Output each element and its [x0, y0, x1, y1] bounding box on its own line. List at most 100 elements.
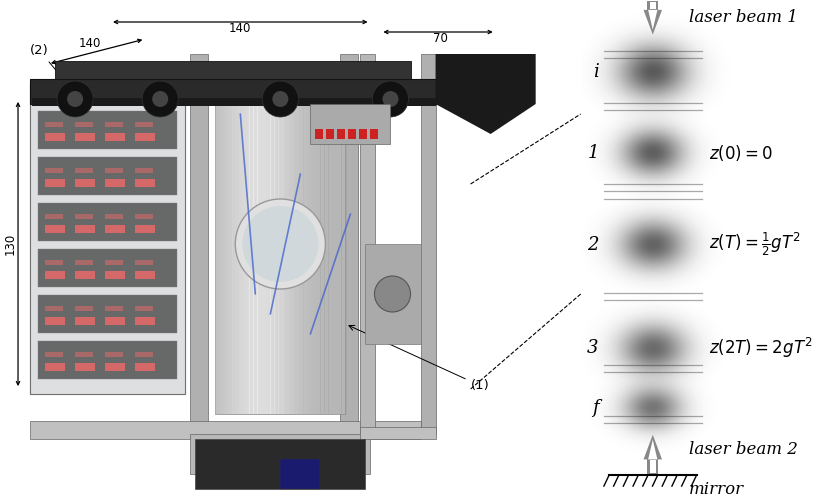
Polygon shape — [648, 10, 657, 30]
Bar — [308, 104, 309, 414]
Bar — [38, 111, 177, 149]
Bar — [229, 104, 230, 414]
Bar — [218, 104, 220, 414]
Bar — [273, 104, 275, 414]
Bar — [314, 104, 315, 414]
Bar — [345, 104, 347, 414]
Bar — [338, 129, 345, 139]
Bar — [648, 459, 658, 474]
Bar — [303, 104, 305, 414]
Bar — [298, 104, 300, 414]
Bar — [38, 295, 177, 333]
Bar — [243, 104, 245, 414]
Bar — [244, 104, 246, 414]
Bar — [255, 104, 256, 414]
Bar — [75, 306, 93, 311]
Text: i: i — [593, 63, 598, 81]
Bar — [234, 104, 235, 414]
Bar — [241, 104, 243, 414]
Bar — [30, 421, 421, 439]
Bar — [266, 104, 268, 414]
Bar — [231, 104, 233, 414]
Bar — [227, 104, 229, 414]
Bar — [277, 104, 278, 414]
Circle shape — [235, 199, 325, 289]
Bar — [38, 203, 177, 241]
Bar — [280, 104, 282, 414]
Bar — [252, 104, 254, 414]
Bar — [45, 225, 65, 233]
Bar — [329, 104, 331, 414]
Bar — [135, 317, 155, 325]
Text: f: f — [592, 399, 598, 416]
Bar — [370, 129, 379, 139]
Bar — [282, 104, 284, 414]
Bar — [256, 104, 257, 414]
Bar — [135, 122, 153, 127]
Bar — [340, 104, 342, 414]
Bar — [311, 104, 313, 414]
Bar — [260, 104, 261, 414]
Bar — [340, 54, 359, 434]
Bar — [323, 104, 324, 414]
Bar — [105, 225, 125, 233]
Bar — [278, 104, 280, 414]
Bar — [285, 104, 287, 414]
Bar — [38, 157, 177, 195]
Text: 1: 1 — [587, 144, 598, 162]
Bar — [232, 104, 234, 414]
Bar — [45, 168, 63, 173]
Bar — [45, 363, 65, 371]
Bar — [55, 61, 411, 79]
Circle shape — [67, 91, 83, 107]
Bar — [322, 104, 323, 414]
Bar — [190, 434, 370, 474]
Bar — [261, 104, 263, 414]
Bar — [333, 104, 334, 414]
Bar — [264, 104, 266, 414]
Bar — [342, 104, 343, 414]
Bar — [38, 341, 177, 379]
Bar — [360, 427, 436, 439]
Text: 2: 2 — [587, 236, 598, 253]
Bar — [105, 214, 123, 219]
Bar — [220, 104, 222, 414]
Bar — [222, 104, 224, 414]
Text: 70: 70 — [433, 33, 448, 45]
Bar — [75, 179, 96, 187]
Bar — [223, 104, 225, 414]
Bar — [45, 133, 65, 141]
Polygon shape — [436, 54, 535, 134]
Bar — [235, 104, 236, 414]
Bar — [296, 104, 297, 414]
Polygon shape — [644, 435, 662, 459]
Bar — [421, 54, 436, 434]
Text: 3: 3 — [587, 339, 598, 357]
Polygon shape — [648, 440, 657, 459]
Bar — [75, 271, 96, 279]
Text: $z(0) = 0$: $z(0) = 0$ — [709, 143, 773, 163]
Text: $z(T) = \frac{1}{2}gT^2$: $z(T) = \frac{1}{2}gT^2$ — [709, 231, 801, 258]
Bar — [105, 271, 125, 279]
Bar — [276, 104, 277, 414]
Bar — [269, 104, 271, 414]
Circle shape — [372, 81, 408, 117]
Bar — [262, 104, 264, 414]
Bar — [294, 104, 296, 414]
Bar — [105, 363, 125, 371]
Bar — [45, 317, 65, 325]
Bar — [135, 271, 155, 279]
Text: laser beam 1: laser beam 1 — [689, 9, 798, 26]
Bar — [75, 363, 96, 371]
Text: 140: 140 — [229, 23, 251, 36]
Bar — [215, 104, 345, 414]
Text: $z(2T) = 2gT^2$: $z(2T) = 2gT^2$ — [709, 336, 813, 360]
Bar — [289, 104, 291, 414]
Bar — [135, 260, 153, 265]
Bar — [75, 122, 93, 127]
Bar — [38, 249, 177, 287]
Bar — [274, 104, 276, 414]
Bar — [299, 104, 301, 414]
Bar — [105, 179, 125, 187]
Bar — [45, 214, 63, 219]
